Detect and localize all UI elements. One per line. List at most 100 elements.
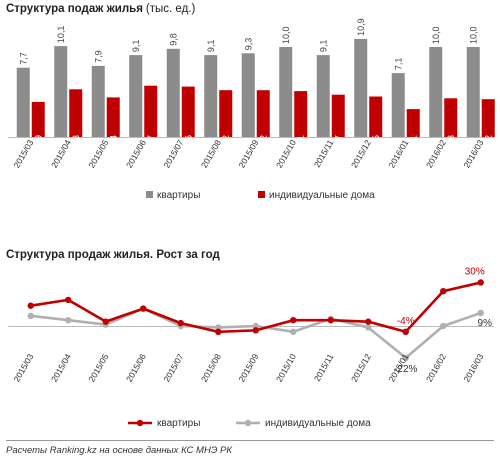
bar-category-label: 2015/07: [161, 138, 185, 170]
point-kvartiry: [102, 318, 109, 325]
bar-value-label: 3,9: [33, 135, 43, 148]
legend-label-doma: индивидуальные дома: [265, 418, 371, 429]
point-kvartiry: [440, 288, 447, 295]
bar-kvartiry: [466, 47, 480, 137]
line-category-label: 2016/03: [461, 352, 485, 384]
bar-chart-title-text: Структура подаж жилья: [6, 3, 143, 15]
bar-chart-title: Структура подаж жилья (тыс. ед.): [6, 3, 195, 15]
line-annotation: 9%: [478, 318, 493, 329]
bar-doma: [106, 97, 120, 137]
bar-doma: [294, 91, 308, 137]
line-category-label: 2015/12: [349, 352, 373, 384]
point-kvartiry: [140, 305, 147, 312]
bar-value-label: 9,1: [131, 40, 141, 53]
bar-doma: [369, 96, 383, 137]
bar-chart-unit: (тыс. ед.): [145, 3, 196, 15]
point-doma: [477, 309, 484, 317]
bar-category-label: 2016/01: [386, 138, 410, 170]
bar-value-label: 3,1: [408, 135, 418, 148]
bar-value-label: 5,2: [258, 135, 268, 148]
bar-category-label: 2015/03: [11, 138, 35, 170]
bar-value-label: 7,1: [393, 58, 403, 71]
line-chart-title-text: Структура продаж жилья. Рост за год: [6, 249, 220, 261]
legend-marker-doma: [244, 419, 252, 427]
legend-label-doma: индивидуальные дома: [269, 190, 375, 201]
line-annotation: -4%: [397, 316, 415, 327]
source-note: Расчеты Ranking.kz на основе данных КС М…: [6, 445, 232, 456]
bar-doma: [481, 99, 495, 137]
line-category-label: 2015/04: [49, 352, 73, 384]
bar-kvartiry: [316, 55, 330, 137]
line-category-label: 2015/07: [161, 352, 185, 384]
bar-value-label: 4,4: [108, 135, 118, 148]
bar-kvartiry: [54, 46, 68, 137]
line-category-label: 2015/03: [11, 352, 35, 384]
line-category-label: 2015/11: [312, 352, 336, 383]
bar-value-label: 10,1: [56, 26, 66, 44]
bar-kvartiry: [129, 55, 143, 137]
bar-kvartiry: [279, 47, 293, 137]
point-doma: [365, 324, 372, 331]
bar-doma: [406, 109, 420, 137]
bar-value-label: 5,1: [296, 135, 306, 148]
point-kvartiry: [252, 327, 259, 334]
bar-value-label: 10,0: [468, 26, 478, 44]
bar-value-label: 9,8: [168, 33, 178, 46]
bar-value-label: 4,2: [483, 135, 493, 148]
bar-value-label: 5,7: [146, 135, 156, 148]
bar-kvartiry: [429, 47, 443, 137]
bar-value-label: 10,9: [356, 18, 366, 36]
bar-value-label: 5,2: [221, 135, 231, 148]
line-category-label: 2015/09: [236, 352, 260, 384]
bar-doma: [181, 86, 195, 137]
bar-value-label: 7,9: [93, 50, 103, 63]
bar-doma: [444, 98, 458, 137]
bar-kvartiry: [391, 73, 405, 137]
legend-marker-kvartiry: [136, 419, 144, 427]
bar-category-label: 2015/10: [274, 138, 298, 170]
bar-value-label: 4,3: [446, 135, 456, 148]
bar-kvartiry: [166, 48, 180, 137]
legend-label-kvartiry: квартиры: [157, 418, 200, 429]
point-kvartiry: [27, 302, 34, 309]
bar-category-label: 2015/06: [124, 138, 148, 170]
source-divider: [6, 440, 494, 441]
bar-kvartiry: [16, 67, 30, 137]
line-category-label: 2015/08: [199, 352, 223, 384]
bar-doma: [256, 90, 270, 137]
bar-value-label: 7,7: [18, 52, 28, 65]
bar-value-label: 5,3: [71, 135, 81, 148]
bar-value-label: 10,0: [431, 26, 441, 44]
charts-canvas: 7,73,92015/0310,15,32015/047,94,42015/05…: [8, 18, 495, 429]
bar-doma: [69, 89, 83, 137]
bar-kvartiry: [91, 65, 105, 137]
bar-value-label: 4,7: [333, 135, 343, 148]
point-kvartiry: [402, 328, 409, 335]
bar-doma: [219, 90, 233, 137]
line-annotation: 30%: [465, 267, 485, 278]
bar-category-label: 2016/02: [424, 138, 448, 170]
point-doma: [27, 312, 34, 320]
bar-doma: [31, 101, 45, 137]
legend-swatch-doma: [258, 191, 265, 198]
point-kvartiry: [290, 317, 297, 324]
bar-kvartiry: [354, 38, 368, 137]
point-kvartiry: [177, 319, 184, 327]
line-annotation: -22%: [394, 364, 417, 375]
point-kvartiry: [477, 279, 484, 286]
bar-value-label: 9,1: [318, 40, 328, 53]
point-doma: [440, 322, 447, 330]
line-category-label: 2016/02: [424, 352, 448, 384]
line-category-label: 2015/10: [274, 352, 298, 384]
point-doma: [402, 354, 409, 362]
bar-category-label: 2016/03: [461, 138, 485, 170]
bar-value-label: 5,6: [183, 135, 193, 148]
bar-value-label: 9,1: [206, 40, 216, 53]
point-kvartiry: [65, 296, 72, 304]
bar-category-label: 2015/05: [86, 138, 110, 170]
point-doma: [290, 328, 297, 335]
bar-kvartiry: [204, 55, 218, 137]
bar-category-label: 2015/12: [349, 138, 373, 170]
point-kvartiry: [365, 318, 372, 325]
bar-value-label: 4,5: [371, 135, 381, 148]
